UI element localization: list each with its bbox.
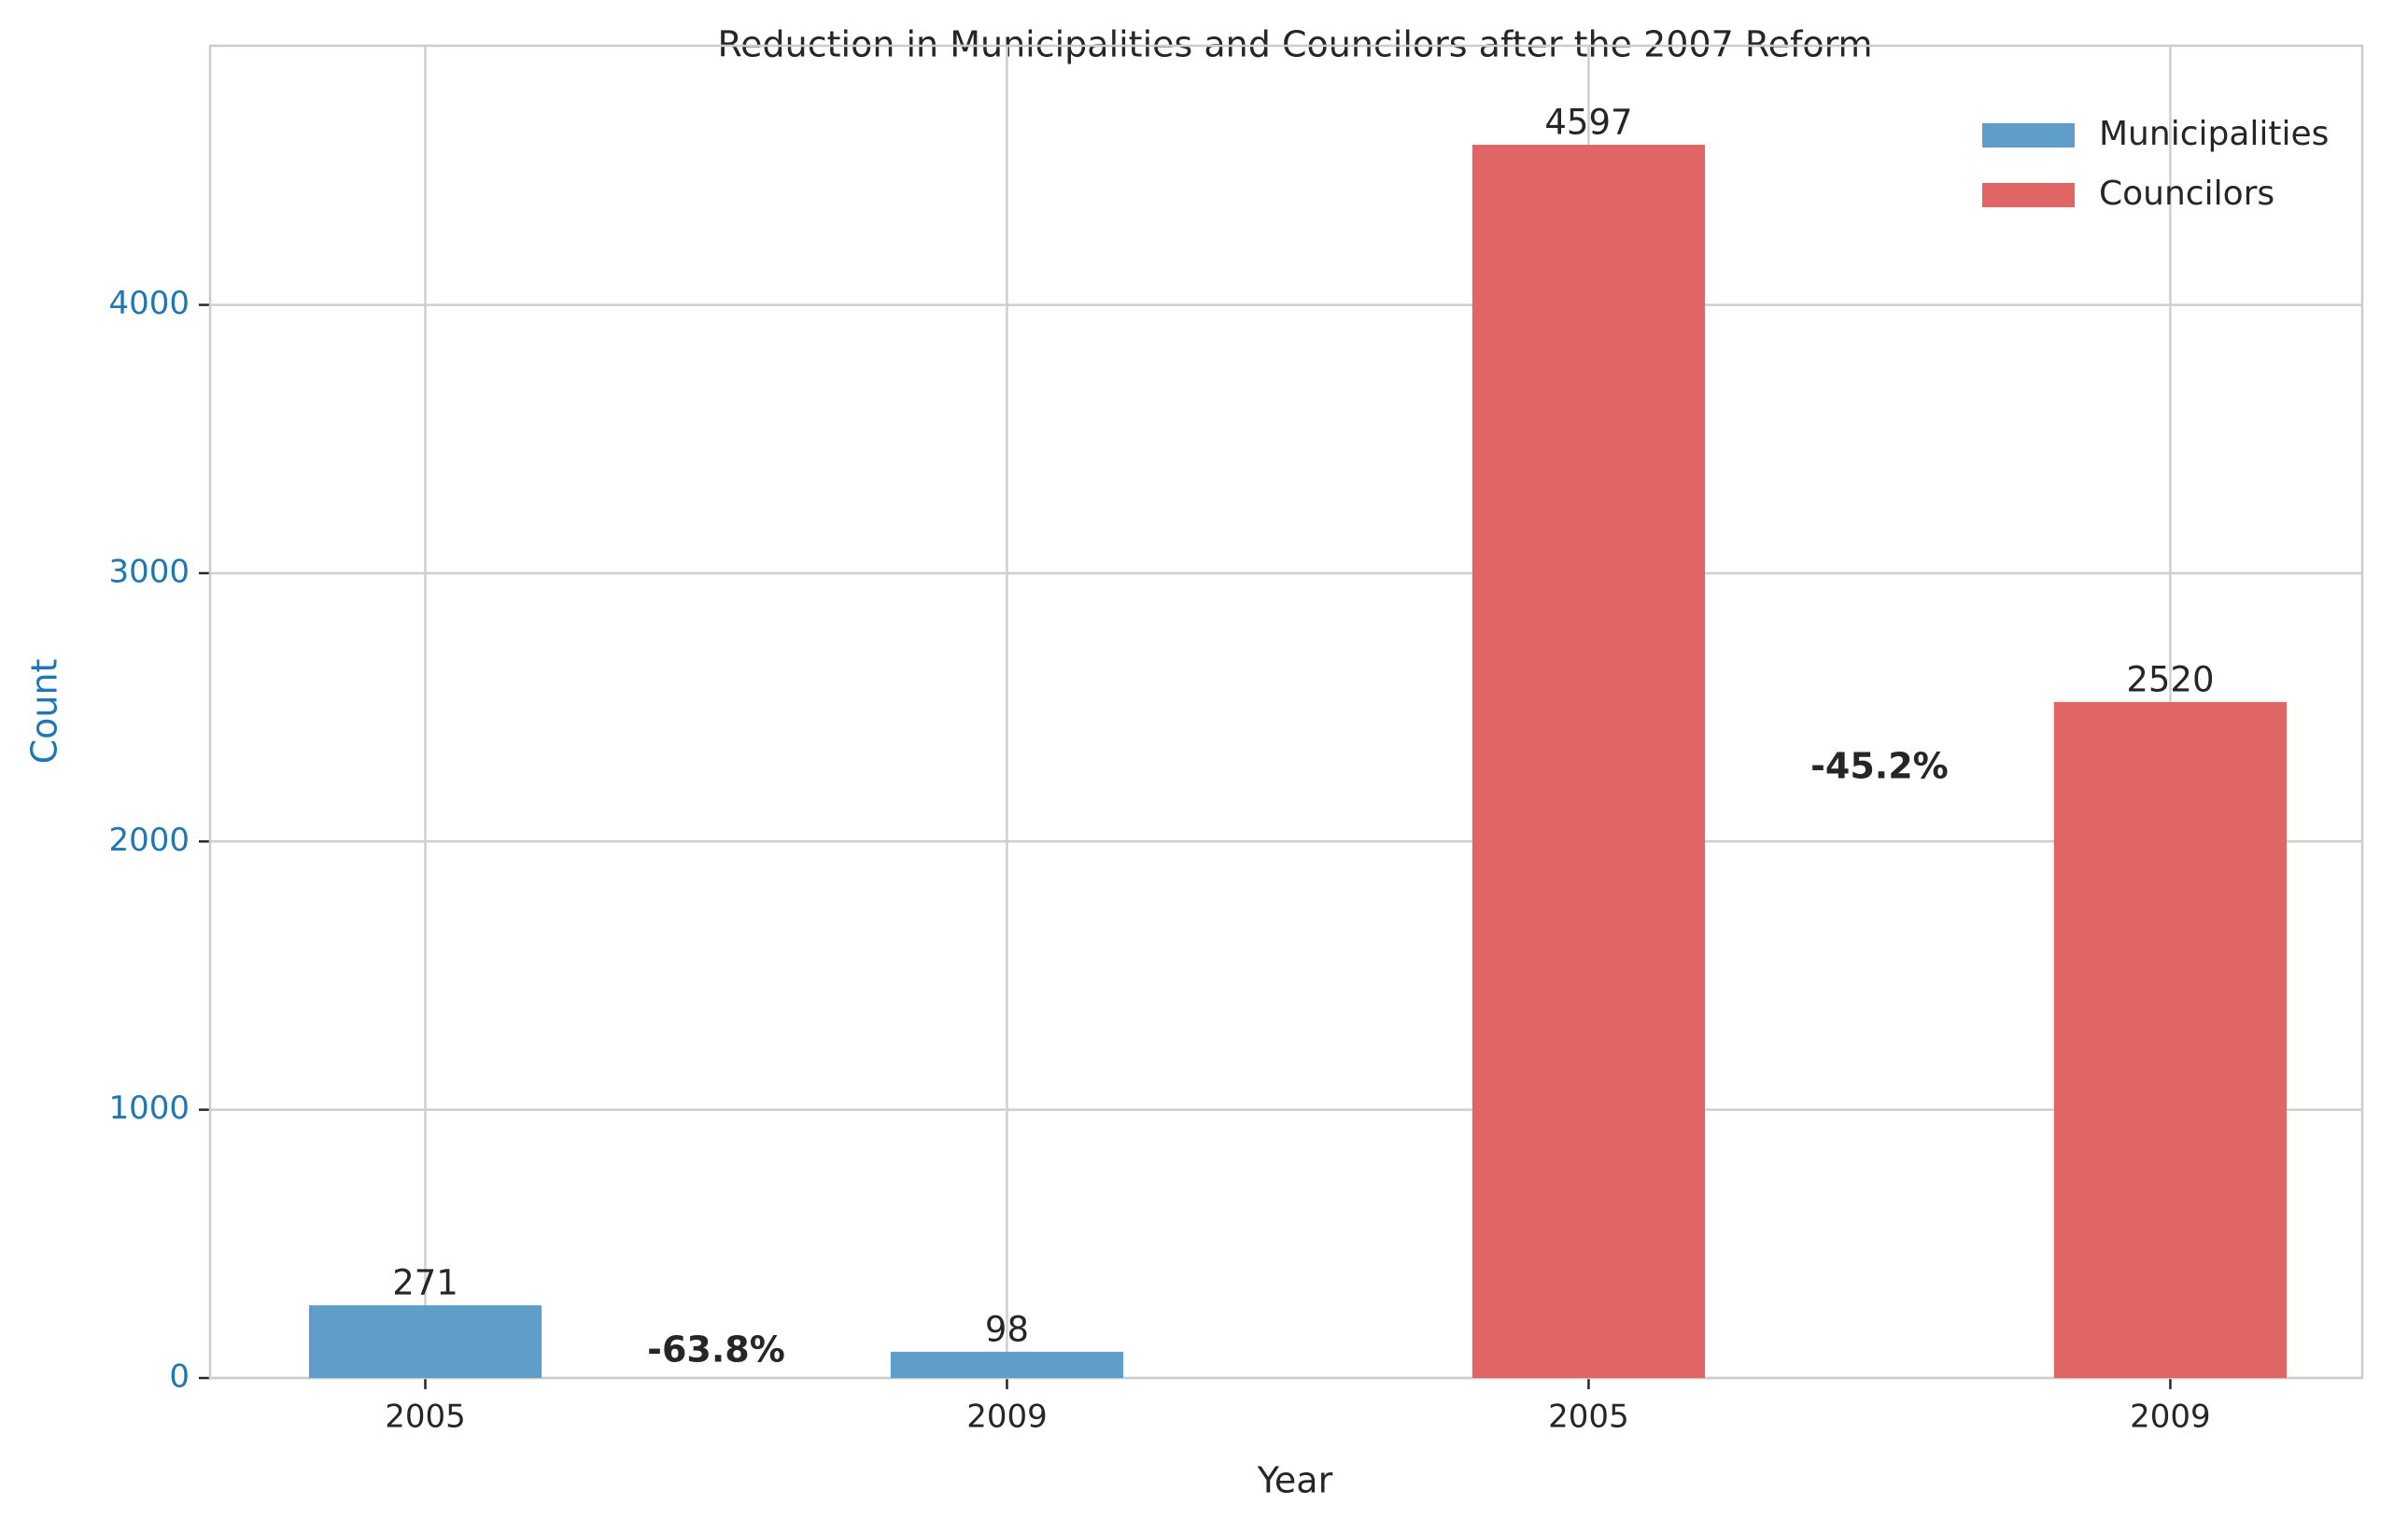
legend-swatch xyxy=(1982,123,2075,148)
y-axis-label: Count xyxy=(24,659,65,765)
data-label: 2520 xyxy=(2126,659,2214,699)
y-tick-label: 0 xyxy=(169,1358,190,1396)
x-tick-label: 2005 xyxy=(1548,1399,1629,1436)
annotation: -63.8% xyxy=(647,1329,785,1371)
bar xyxy=(890,1351,1124,1378)
y-tick-label: 2000 xyxy=(108,822,190,859)
x-tick-label: 2009 xyxy=(966,1399,1048,1436)
bar xyxy=(2053,701,2288,1378)
chart-title: Reduction in Municipalities and Councilo… xyxy=(717,24,1872,65)
x-tick-label: 2009 xyxy=(2130,1399,2211,1436)
annotation: -45.2% xyxy=(1810,746,1949,787)
y-tick-label: 4000 xyxy=(108,285,190,322)
data-label: 98 xyxy=(985,1309,1029,1349)
data-label: 271 xyxy=(392,1263,458,1303)
legend-label: Councilors xyxy=(2099,175,2274,213)
y-tick-label: 3000 xyxy=(108,553,190,590)
bar xyxy=(1472,145,1706,1378)
x-axis-label: Year xyxy=(1257,1460,1333,1501)
plot-frame xyxy=(208,44,2364,1380)
bar xyxy=(308,1305,542,1378)
y-tick-label: 1000 xyxy=(108,1090,190,1127)
legend-label: Municipalities xyxy=(2099,115,2329,153)
x-tick-label: 2005 xyxy=(385,1399,466,1436)
data-label: 4597 xyxy=(1544,103,1632,143)
legend-swatch xyxy=(1982,183,2075,207)
